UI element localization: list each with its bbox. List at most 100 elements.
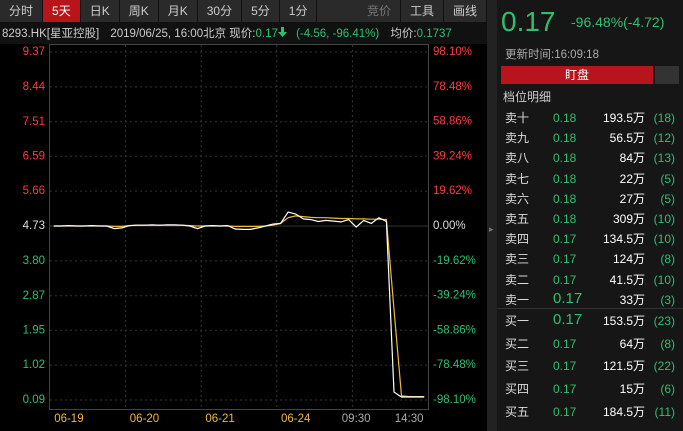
- divider: [497, 308, 683, 309]
- y-tick-label: 1.95: [23, 324, 45, 336]
- order-row: 买五 0.17 184.5万 (11): [505, 403, 675, 421]
- level-volume: 134.5万: [602, 232, 645, 247]
- level-count: (6): [660, 382, 675, 397]
- watch-side: [655, 66, 679, 84]
- y-tick-label: 0.09: [23, 394, 45, 406]
- level-price: 0.17: [553, 232, 577, 247]
- toolbar-button[interactable]: 5天: [43, 0, 81, 22]
- toolbar-button[interactable]: 30分: [198, 0, 243, 22]
- level-count: (13): [653, 151, 675, 166]
- level-count: (22): [653, 359, 675, 374]
- order-row: 买四 0.17 15万 (6): [505, 380, 675, 398]
- level-name: 买一: [505, 314, 530, 328]
- y2-tick-label: -58.86%: [433, 324, 476, 336]
- series-line: [53, 215, 425, 398]
- y2-tick-label: 19.62%: [433, 185, 472, 197]
- level-volume: 15万: [619, 382, 645, 397]
- level-volume: 27万: [619, 191, 645, 206]
- level-price: 0.17: [553, 311, 583, 328]
- price: 0.17: [255, 28, 278, 40]
- level-name: 买三: [505, 359, 530, 374]
- level-volume: 84万: [619, 151, 645, 166]
- toolbar-button[interactable]: 工具: [401, 0, 444, 22]
- level-volume: 121.5万: [602, 359, 645, 374]
- avg: 0.1737: [416, 28, 452, 40]
- level-name: 卖六: [505, 191, 530, 206]
- y-tick-label: 6.59: [23, 150, 45, 162]
- datetime: 2019/06/25, 16:00北京: [110, 28, 227, 40]
- level-count: (12): [653, 131, 675, 146]
- splitter[interactable]: ▸: [487, 0, 497, 431]
- level-name: 卖八: [505, 151, 530, 166]
- toolbar-button[interactable]: 1分: [280, 0, 318, 22]
- level-price: 0.18: [553, 111, 577, 125]
- toolbar-button[interactable]: 画线: [444, 0, 487, 22]
- level-price: 0.18: [553, 191, 577, 206]
- level-count: (18): [653, 111, 675, 125]
- order-row: 卖一 0.17 33万 (3): [505, 289, 675, 309]
- toolbar-button[interactable]: 分时: [0, 0, 44, 22]
- level-name: 卖十: [505, 111, 530, 125]
- level-price: 0.17: [553, 289, 583, 307]
- level-volume: 22万: [619, 171, 645, 186]
- order-row: 卖八 0.18 84万 (13): [505, 149, 675, 167]
- level-name: 卖九: [505, 131, 530, 146]
- level-volume: 153.5万: [602, 314, 645, 328]
- quote-change: -96.48%(-4.72): [571, 14, 665, 30]
- level-count: (10): [653, 232, 675, 247]
- order-row: 卖六 0.18 27万 (5): [505, 190, 675, 208]
- y2-tick-label: -19.62%: [433, 255, 476, 267]
- level-name: 买五: [505, 404, 530, 419]
- y-tick-label: 9.37: [23, 46, 45, 58]
- level-count: (5): [660, 191, 675, 206]
- y-tick-label: 1.02: [23, 359, 45, 371]
- watch-button[interactable]: 盯盘: [501, 66, 653, 84]
- x-tick-label: 06-20: [130, 413, 159, 425]
- toolbar-button[interactable]: 5分: [242, 0, 280, 22]
- update-time: 更新时间:16:09:18: [505, 49, 599, 61]
- level-count: (10): [653, 272, 675, 287]
- x-tick-label: 09:30: [342, 413, 371, 425]
- x-tick-label: 06-21: [205, 413, 234, 425]
- level-name: 卖四: [505, 232, 530, 247]
- level-volume: 124万: [612, 252, 645, 267]
- y-tick-label: 3.80: [23, 255, 45, 267]
- level-price: 0.17: [553, 404, 577, 419]
- order-row: 卖九 0.18 56.5万 (12): [505, 129, 675, 147]
- quote-panel: 0.17 -96.48%(-4.72) 更新时间:16:09:18 盯盘 档位明…: [497, 0, 683, 431]
- level-price: 0.17: [553, 382, 577, 397]
- level-name: 买四: [505, 382, 530, 397]
- level-price: 0.18: [553, 171, 577, 186]
- x-tick-label: 06-19: [54, 413, 83, 425]
- level-name: 卖七: [505, 171, 530, 186]
- y-tick-label: 4.73: [23, 220, 45, 232]
- toolbar-button[interactable]: 周K: [120, 0, 159, 22]
- toolbar: 分时 5天 日K 周K 月K 30分 5分 1分 竞价 工具 画线: [0, 0, 487, 22]
- level-volume: 33万: [619, 292, 645, 307]
- level-name: 买二: [505, 336, 530, 351]
- quote-price: 0.17: [501, 6, 556, 37]
- y2-tick-label: -39.24%: [433, 290, 476, 302]
- toolbar-button[interactable]: 日K: [81, 0, 120, 22]
- info-bar: 8293.HK[星亚控股] 2019/06/25, 16:00北京 现价:0.1…: [0, 24, 487, 44]
- order-row: 买三 0.17 121.5万 (22): [505, 357, 675, 375]
- toolbar-button[interactable]: 月K: [159, 0, 198, 22]
- y-tick-label: 2.87: [23, 290, 45, 302]
- y-tick-label: 7.51: [23, 116, 45, 128]
- detail-title: 档位明细: [503, 90, 552, 104]
- order-row: 卖十 0.18 193.5万 (18): [505, 109, 675, 127]
- level-name: 卖三: [505, 252, 530, 267]
- y-tick-label: 8.44: [23, 81, 46, 93]
- toolbar-button[interactable]: 竞价: [358, 0, 401, 22]
- level-price: 0.17: [553, 272, 577, 287]
- level-count: (5): [660, 171, 675, 186]
- down-arrow: [277, 27, 287, 37]
- level-volume: 56.5万: [609, 131, 645, 146]
- order-row: 卖二 0.17 41.5万 (10): [505, 271, 675, 289]
- order-row: 买一 0.17 153.5万 (23): [505, 311, 675, 330]
- y2-tick-label: -98.10%: [433, 394, 476, 406]
- level-price: 0.18: [553, 151, 577, 166]
- level-volume: 64万: [619, 336, 645, 351]
- level-volume: 309万: [612, 212, 645, 226]
